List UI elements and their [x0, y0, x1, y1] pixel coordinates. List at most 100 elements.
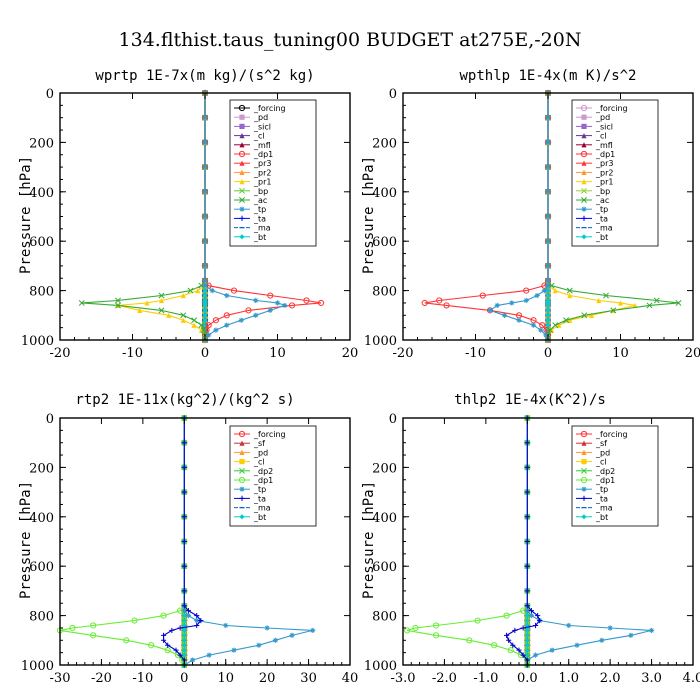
legend-label: _forcing [253, 104, 286, 113]
legend-entry: _bp [234, 187, 268, 196]
data-point [566, 287, 573, 294]
plot-area [404, 414, 655, 669]
legend-marker [239, 142, 245, 148]
legend-box [571, 425, 659, 527]
data-point [524, 608, 530, 614]
data-point [528, 613, 535, 619]
legend-entry: _pd [576, 113, 610, 122]
legend-label: _cl [253, 132, 265, 141]
data-point [181, 588, 187, 594]
y-tick-label: 400 [29, 511, 54, 526]
data-point [177, 652, 183, 658]
legend-label: _dp2 [595, 467, 615, 476]
legend-marker [238, 430, 246, 438]
data-point [581, 312, 588, 319]
data-point [158, 297, 165, 304]
data-point [169, 627, 175, 634]
data-point [545, 189, 551, 195]
data-point [187, 287, 194, 294]
data-point [503, 632, 510, 638]
legend-label: _bt [253, 513, 266, 522]
data-point [115, 302, 121, 309]
data-point [549, 647, 555, 653]
legend-marker [238, 476, 246, 484]
data-point [648, 627, 655, 634]
legend-label: _dp1 [595, 150, 615, 159]
data-point [213, 327, 219, 333]
data-point [506, 637, 512, 643]
data-point [206, 332, 212, 338]
legend-marker [581, 486, 587, 492]
y-tick-label: 0 [389, 412, 397, 427]
legend-box [229, 425, 317, 527]
legend-label: _pr3 [595, 159, 613, 168]
legend-entry: _forcing [234, 430, 286, 439]
legend-label: _mfl [253, 141, 271, 150]
data-point [173, 647, 179, 653]
y-axis-label: Pressure [hPa] [18, 156, 34, 274]
data-point [474, 617, 481, 624]
legend-marker [581, 449, 587, 455]
data-point [556, 322, 562, 328]
x-tick-label: -20 [91, 671, 112, 686]
x-tick-label: -10 [132, 671, 153, 686]
legend-entry: _ma [576, 224, 613, 233]
data-point [194, 613, 200, 619]
data-point [524, 563, 530, 569]
data-point [223, 312, 230, 319]
legend-marker [239, 215, 245, 221]
data-point [545, 317, 551, 323]
legend-marker [580, 430, 588, 438]
legend-marker [581, 197, 587, 203]
data-point [181, 642, 187, 648]
data-point [177, 625, 183, 631]
legend-entry: _pr2 [234, 168, 271, 177]
legend-entry: _ac [234, 196, 267, 205]
series-dp1 [56, 414, 188, 669]
y-tick-label: 800 [29, 610, 54, 625]
y-tick-label: 400 [29, 186, 54, 201]
data-point [541, 288, 547, 294]
data-point [180, 312, 187, 319]
y-tick-label: 800 [372, 285, 397, 300]
legend-marker [239, 160, 245, 166]
panel-title: wpthlp 1E-4x(m K)/s^2 [459, 68, 636, 84]
y-tick-label: 400 [372, 511, 397, 526]
data-point [653, 297, 660, 304]
legend-entry: _tp [234, 205, 266, 214]
legend-label: _dp1 [595, 476, 615, 485]
legend-marker [581, 514, 587, 520]
legend-label: _sf [595, 439, 607, 448]
legend-entry: _cl [234, 132, 265, 141]
series-dp1 [404, 414, 531, 669]
data-point [549, 327, 555, 333]
legend-marker [581, 179, 587, 185]
series-dp1 [421, 89, 552, 344]
legend-marker [580, 104, 588, 112]
legend-marker [580, 150, 588, 158]
legend-label: _pr3 [253, 159, 271, 168]
legend-entry: _dp2 [576, 467, 615, 476]
data-point [524, 652, 530, 658]
series-line [406, 418, 528, 665]
legend-entry: _dp2 [234, 467, 273, 476]
x-tick-label: 10 [612, 346, 629, 361]
data-point [545, 322, 551, 328]
legend-entry: _bt [576, 233, 608, 242]
legend-label: _ma [595, 224, 613, 233]
data-point [90, 632, 97, 639]
x-tick-label: 40 [342, 671, 359, 686]
data-point [491, 642, 498, 649]
data-point [181, 514, 187, 520]
data-point [545, 115, 551, 121]
series-line [163, 418, 202, 665]
legend-marker [238, 150, 246, 158]
data-point [524, 514, 530, 520]
legend-label: _pr2 [253, 168, 271, 177]
legend-marker [239, 187, 245, 194]
legend-entry: _ta [234, 214, 266, 223]
